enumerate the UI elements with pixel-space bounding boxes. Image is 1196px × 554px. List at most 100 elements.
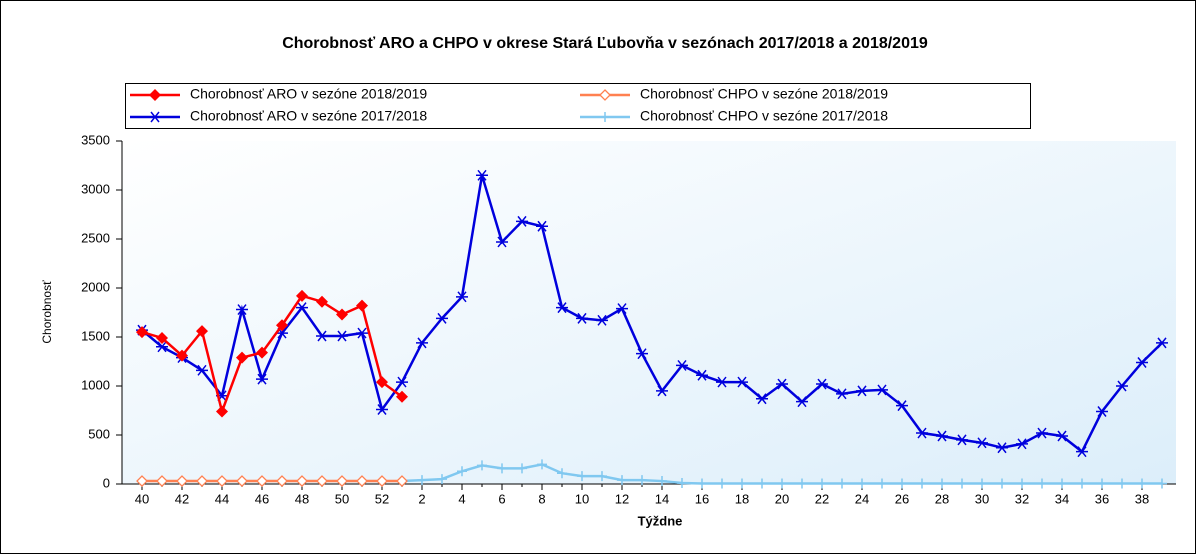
marker (256, 373, 268, 385)
series-line (141, 174, 1163, 454)
marker-shape (557, 468, 567, 479)
marker-shape (1077, 478, 1087, 489)
marker-shape (537, 459, 547, 470)
marker-shape (1096, 406, 1108, 417)
marker (516, 215, 528, 227)
x-tick-label: 4 (458, 491, 465, 506)
marker-shape (417, 475, 427, 486)
marker-shape (356, 299, 368, 312)
marker (356, 299, 368, 312)
x-tick-label: 20 (775, 491, 789, 506)
marker (757, 478, 767, 489)
marker (417, 475, 427, 486)
marker (316, 475, 328, 487)
marker-shape (616, 303, 628, 315)
marker-shape (777, 478, 787, 489)
marker-shape (957, 478, 967, 489)
marker (316, 330, 328, 342)
marker-shape (576, 312, 588, 324)
legend-label: Chorobnosť ARO v sezóne 2017/2018 (190, 108, 427, 124)
x-tick-label: 36 (1095, 491, 1109, 506)
x-tick-label: 28 (935, 491, 949, 506)
x-axis-label: Týždne (638, 513, 683, 528)
marker (537, 459, 547, 470)
x-tick-label: 40 (135, 491, 149, 506)
y-tick-label: 500 (88, 426, 110, 441)
x-tick-label: 16 (695, 491, 709, 506)
marker (897, 478, 907, 489)
x-tick-label: 18 (735, 491, 749, 506)
x-tick-label: 42 (175, 491, 189, 506)
marker-shape (356, 475, 368, 487)
marker (736, 376, 748, 388)
marker (477, 460, 487, 471)
marker (276, 475, 288, 487)
marker (696, 369, 708, 381)
marker-shape (817, 478, 827, 489)
marker-shape (977, 478, 987, 489)
marker (296, 475, 308, 487)
marker (816, 378, 828, 390)
marker-shape (937, 478, 947, 489)
marker (376, 404, 388, 415)
marker (176, 475, 188, 487)
y-tick-label: 2500 (81, 230, 110, 245)
marker (656, 385, 668, 397)
marker (236, 304, 248, 316)
marker-shape (336, 330, 348, 342)
marker-shape (716, 376, 728, 388)
marker-shape (396, 475, 408, 487)
marker-shape (516, 215, 528, 227)
marker (557, 468, 567, 479)
marker (599, 89, 611, 101)
marker-shape (757, 478, 767, 489)
marker (296, 289, 308, 302)
x-tick-label: 14 (655, 491, 669, 506)
marker (276, 319, 288, 332)
marker (876, 384, 888, 396)
marker (857, 478, 867, 489)
marker-shape (600, 112, 610, 122)
marker (536, 220, 548, 232)
x-tick-label: 2 (418, 491, 425, 506)
marker-shape (877, 478, 887, 489)
x-tick-label: 52 (375, 491, 389, 506)
marker (296, 302, 308, 314)
marker-shape (637, 475, 647, 486)
x-tick-label: 48 (295, 491, 309, 506)
marker-shape (617, 475, 627, 486)
marker-shape (1057, 478, 1067, 489)
marker-shape (857, 478, 867, 489)
y-tick-label: 3000 (81, 181, 110, 196)
marker-shape (1037, 478, 1047, 489)
legend-label: Chorobnosť ARO v sezóne 2018/2019 (190, 86, 427, 102)
marker (596, 314, 608, 326)
marker-shape (149, 89, 161, 101)
marker-shape (936, 430, 948, 442)
marker-shape (897, 478, 907, 489)
marker-shape (737, 478, 747, 489)
x-tick-label: 10 (575, 491, 589, 506)
marker-shape (599, 89, 611, 101)
plot-area (122, 141, 1176, 484)
marker (176, 349, 188, 362)
marker-shape (1157, 478, 1167, 489)
marker (216, 475, 228, 487)
marker-shape (697, 478, 707, 489)
marker-shape (596, 314, 608, 326)
marker-shape (236, 304, 248, 316)
marker (896, 400, 908, 412)
marker-shape (396, 390, 408, 403)
marker (877, 478, 887, 489)
x-tick-label: 38 (1135, 491, 1149, 506)
marker-shape (1016, 438, 1028, 450)
marker (577, 471, 587, 482)
y-axis-label: Chorobnosť (40, 280, 54, 344)
marker (156, 331, 168, 344)
x-tick-label: 46 (255, 491, 269, 506)
chart-title: Chorobnosť ARO a CHPO v okrese Stará Ľub… (282, 35, 928, 52)
marker-shape (316, 330, 328, 342)
marker (977, 478, 987, 489)
marker-shape (1156, 337, 1168, 349)
